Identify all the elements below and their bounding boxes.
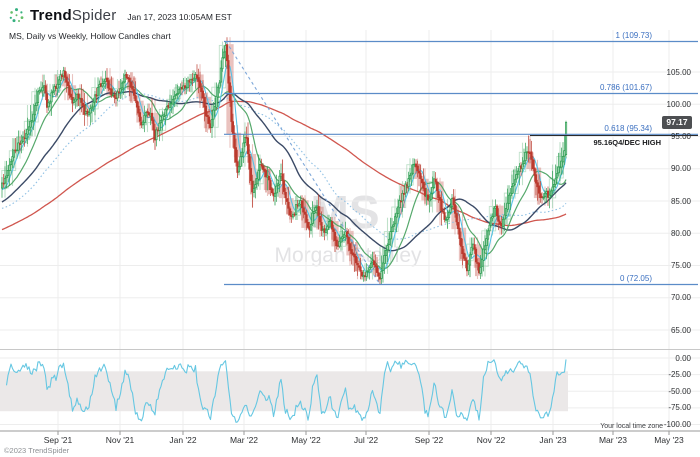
- oscillator-axis-label: -50.00: [668, 386, 691, 396]
- price-axis-label: 95.00: [670, 132, 691, 141]
- ma-navy-slow: [1, 90, 567, 252]
- fib-label: 0.786 (101.67): [599, 82, 652, 92]
- brand-bold: Trend: [30, 7, 72, 24]
- time-axis-label: Mar '22: [229, 435, 259, 445]
- price-axis-label: 100.00: [666, 99, 691, 109]
- current-price-badge: 97.17: [662, 116, 692, 129]
- gridlines-layer: [0, 30, 700, 431]
- price-axis-label: 105.00: [666, 67, 691, 77]
- ma-dotted-blue: [1, 92, 567, 240]
- copyright: ©2023 TrendSpider: [4, 446, 70, 455]
- price-axis-label: 65.00: [670, 325, 691, 335]
- williams-r-line: [5, 359, 567, 423]
- time-axis-label: Jan '22: [169, 435, 197, 445]
- oscillator-axis-label: -25.00: [668, 370, 691, 380]
- trendspider-logo-icon[interactable]: [8, 7, 25, 24]
- header: TrendSpider Jan 17, 2023 10:05AM EST: [8, 7, 232, 24]
- price-axis-label: 75.00: [670, 261, 691, 270]
- fib-label: 1 (109.73): [615, 30, 652, 40]
- price-axis-label: 85.00: [670, 196, 691, 206]
- time-axis-label: Nov '21: [105, 435, 135, 445]
- price-axis-label: 70.00: [670, 293, 691, 303]
- oscillator-axis-label: -100.00: [663, 420, 691, 429]
- oscillator-axis-label: -75.00: [668, 403, 691, 413]
- fib-retracement-layer[interactable]: [224, 40, 698, 286]
- time-axis-label: Jan '23: [539, 435, 567, 445]
- fib-label: 0.618 (95.34): [604, 123, 652, 133]
- brand-name[interactable]: TrendSpider: [30, 7, 116, 24]
- daily-candles-layer[interactable]: [0, 37, 568, 285]
- time-axis-label: Sep '21: [43, 435, 73, 445]
- brand-light: Spider: [71, 7, 117, 24]
- timezone-note[interactable]: Your local time zone: [600, 423, 663, 430]
- time-axis-label: May '23: [654, 435, 684, 445]
- fib-label: 0 (72.05): [619, 274, 652, 284]
- time-axis-label: Sep '22: [414, 435, 444, 445]
- time-axis-label: Jul '22: [353, 435, 379, 445]
- oscillator-layer: [5, 359, 567, 423]
- ma-red-long: [1, 100, 567, 231]
- time-axis[interactable]: [0, 430, 700, 435]
- price-axis-label: 90.00: [670, 164, 691, 174]
- chart-timestamp: Jan 17, 2023 10:05AM EST: [127, 12, 232, 22]
- q4-dec-high-label: 95.16Q4/DEC HIGH: [593, 137, 661, 147]
- time-axis-label: Mar '23: [598, 435, 628, 445]
- time-axis-label: May '22: [291, 435, 321, 445]
- price-axis-label: 80.00: [670, 228, 691, 238]
- oscillator-axis-label: 0.00: [675, 353, 691, 363]
- time-axis-label: Nov '22: [476, 435, 506, 445]
- chart-title: MS, Daily vs Weekly, Hollow Candles char…: [9, 31, 171, 41]
